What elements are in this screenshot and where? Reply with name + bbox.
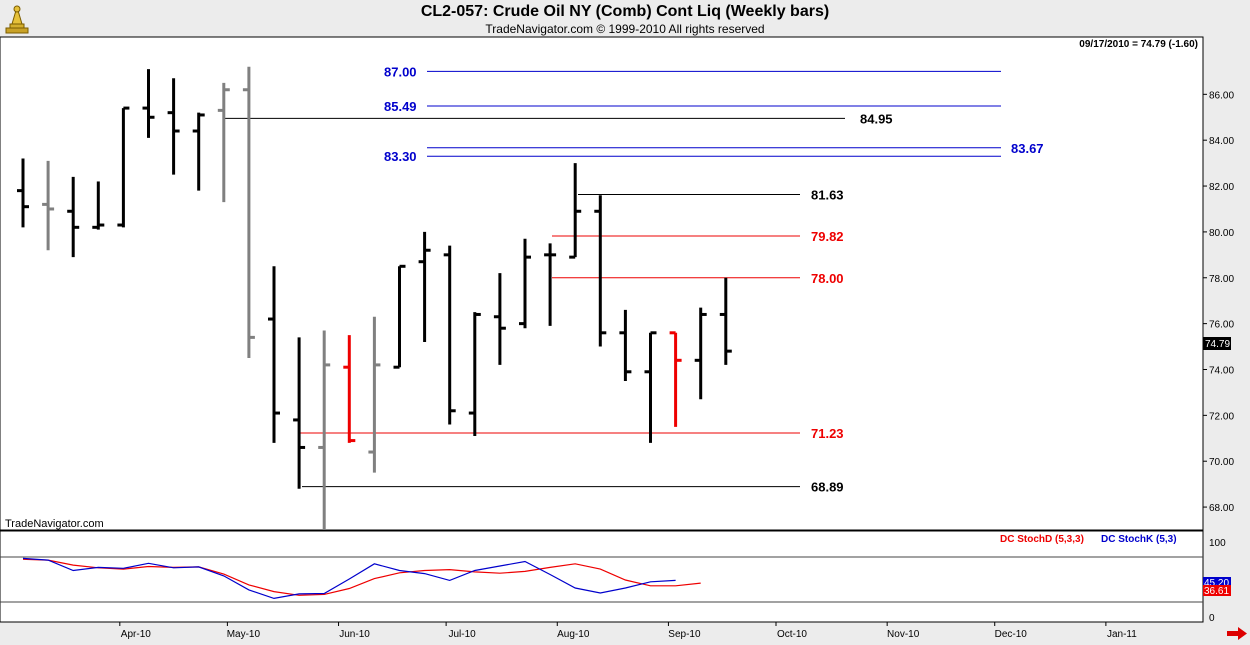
x-tick-label: May-10 [227,629,261,640]
x-tick-label: Oct-10 [777,629,807,640]
chart-title: CL2-057: Crude Oil NY (Comb) Cont Liq (W… [420,3,830,20]
stoch-d-tag-label: 36.61 [1204,586,1229,597]
y-tick-label: 74.00 [1209,365,1234,376]
last-quote: 09/17/2010 = 74.79 (-1.60) [1079,39,1198,50]
x-tick-label: Dec-10 [995,629,1028,640]
y-tick-label: 78.00 [1209,274,1234,285]
stoch-k-legend: DC StochK (5,3) [1101,534,1177,545]
stoch-panel[interactable] [0,530,1204,623]
y-tick-label: 76.00 [1209,320,1234,331]
stoch-d-tag [1203,585,1231,596]
level-label-83-67: 83.67 [1011,141,1044,156]
stoch-tick-100: 100 [1209,538,1226,549]
stoch-d-legend: DC StochD (5,3,3) [1000,534,1084,545]
y-tick-label: 80.00 [1209,228,1234,239]
level-label-87-00: 87.00 [384,64,417,79]
last-price-label: 74.79 [1205,339,1230,350]
level-label-78-00: 78.00 [811,271,844,286]
y-tick-label: 72.00 [1209,411,1234,422]
watermark: TradeNavigator.com [5,518,104,530]
y-tick-label: 86.00 [1209,90,1234,101]
scroll-right-arrow-icon[interactable] [1226,627,1248,640]
x-tick-label: Jul-10 [448,629,476,640]
level-label-84-95: 84.95 [860,111,893,126]
last-price-tag [1203,337,1231,350]
x-tick-label: Aug-10 [557,629,590,640]
level-label-79-82: 79.82 [811,229,844,244]
level-label-68-89: 68.89 [811,480,844,495]
level-label-71-23: 71.23 [811,426,844,441]
x-tick-label: Apr-10 [121,629,151,640]
y-tick-label: 68.00 [1209,503,1234,514]
y-tick-label: 82.00 [1209,182,1234,193]
level-label-85-49: 85.49 [384,99,417,114]
x-tick-label: Jan-11 [1107,629,1137,640]
stoch-d-line [22,558,701,596]
stoch-tick-0: 0 [1209,613,1215,624]
stoch-k-tag-label: 45.20 [1204,578,1229,589]
level-label-83-30: 83.30 [384,149,417,164]
y-tick-label: 84.00 [1209,136,1234,147]
x-tick-label: Nov-10 [887,629,920,640]
y-tick-label: 70.00 [1209,457,1234,468]
level-label-81-63: 81.63 [811,188,844,203]
stoch-k-tag [1203,577,1231,588]
x-tick-label: Sep-10 [668,629,701,640]
chart-copyright: TradeNavigator.com © 1999-2010 All right… [485,22,765,36]
trade-navigator-logo-icon [4,4,30,34]
x-tick-label: Jun-10 [339,629,370,640]
stoch-k-line [22,557,676,600]
